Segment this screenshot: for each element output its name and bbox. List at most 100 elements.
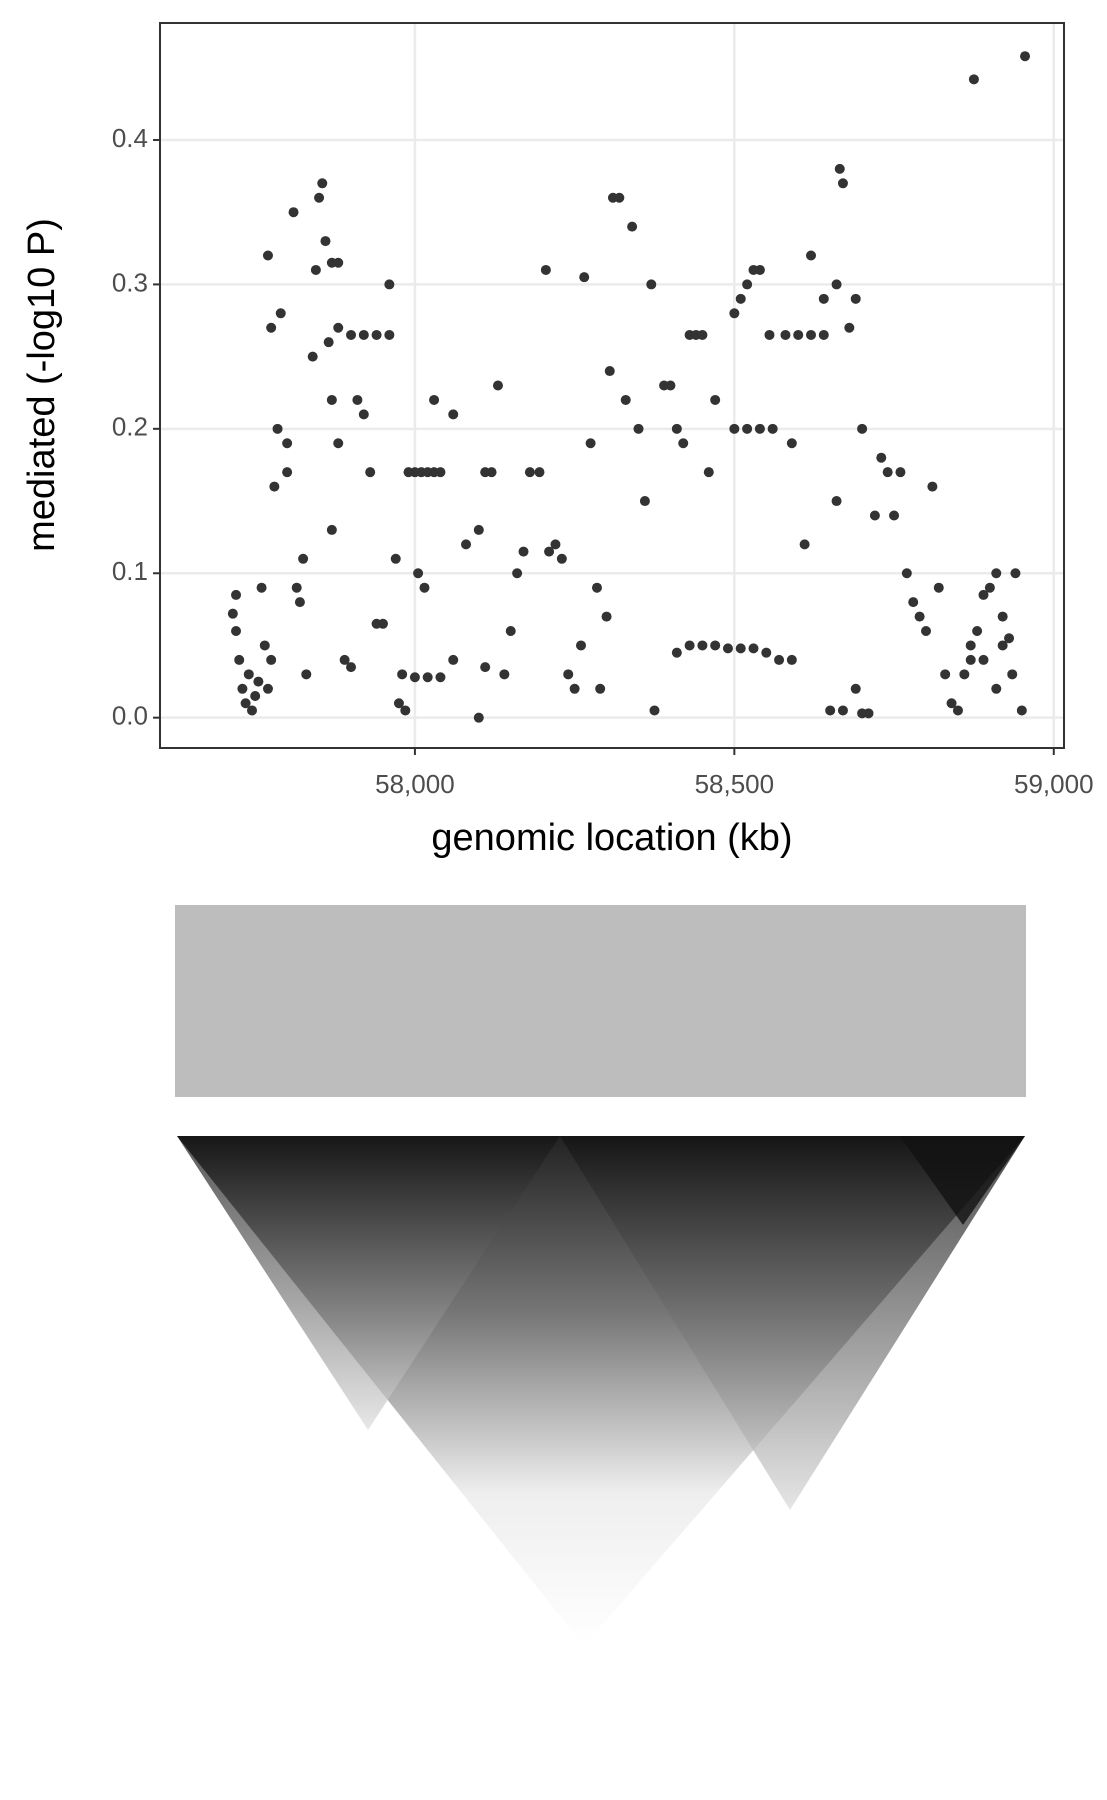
point [326,394,337,405]
point [882,467,893,478]
y-tick-label: 0.0 [112,701,148,731]
point [563,669,574,680]
point [997,611,1008,622]
point [646,279,657,290]
point [876,452,887,463]
point [601,611,612,622]
point [227,608,238,619]
point [435,672,446,683]
point [710,640,721,651]
point [556,553,567,564]
point [729,423,740,434]
point [307,351,318,362]
point [499,669,510,680]
point [365,467,376,478]
point [317,178,328,189]
point [968,74,979,85]
point [512,568,523,579]
point [991,683,1002,694]
point [576,640,587,651]
point [333,438,344,449]
point [940,669,951,680]
point [384,279,395,290]
point [540,264,551,275]
point [697,329,708,340]
point [774,654,785,665]
point [857,423,868,434]
point [965,640,976,651]
point [978,589,989,600]
point [429,394,440,405]
point [595,683,606,694]
x-axis-title: genomic location (kb) [431,817,792,859]
point [834,163,845,174]
point [818,293,829,304]
point [262,683,273,694]
point [671,647,682,658]
point [806,250,817,261]
point [649,705,660,716]
point [352,394,363,405]
point [665,380,676,391]
point [678,438,689,449]
x-tick-label: 58,000 [375,769,455,799]
point [831,279,842,290]
point [435,467,446,478]
point [231,626,242,637]
point [729,308,740,319]
point [480,662,491,673]
point [275,308,286,319]
x-tick-label: 58,500 [695,769,775,799]
points [227,51,1031,723]
point [288,207,299,218]
point [231,589,242,600]
ld-block [560,1136,1025,1510]
point [282,467,293,478]
point [314,192,325,203]
point [1010,568,1021,579]
point [965,654,976,665]
point [272,423,283,434]
point [294,597,305,608]
ld-block [177,1136,560,1430]
ld-connector-band [175,905,1026,1097]
point [697,640,708,651]
point [684,640,695,651]
point [767,423,778,434]
point [786,654,797,665]
point [639,496,650,507]
point [742,279,753,290]
x-tick-label: 59,000 [1014,769,1094,799]
point [952,705,963,716]
y-tick-label: 0.3 [112,267,148,297]
point [473,524,484,535]
point [301,669,312,680]
point [748,643,759,654]
point [1004,633,1015,644]
point [627,221,638,232]
point [413,568,424,579]
point [933,582,944,593]
point [505,626,516,637]
point [869,510,880,521]
point [409,672,420,683]
y-tick-label: 0.2 [112,412,148,442]
point [310,264,321,275]
point [633,423,644,434]
point [780,329,791,340]
point [259,640,270,651]
point [461,539,472,550]
point [358,329,369,340]
point [978,654,989,665]
point [486,467,497,478]
grid [160,23,1064,748]
point [889,510,900,521]
point [620,394,631,405]
point [908,597,919,608]
plot-border [159,22,1065,749]
point [735,293,746,304]
point [291,582,302,593]
point [579,272,590,283]
point [710,394,721,405]
